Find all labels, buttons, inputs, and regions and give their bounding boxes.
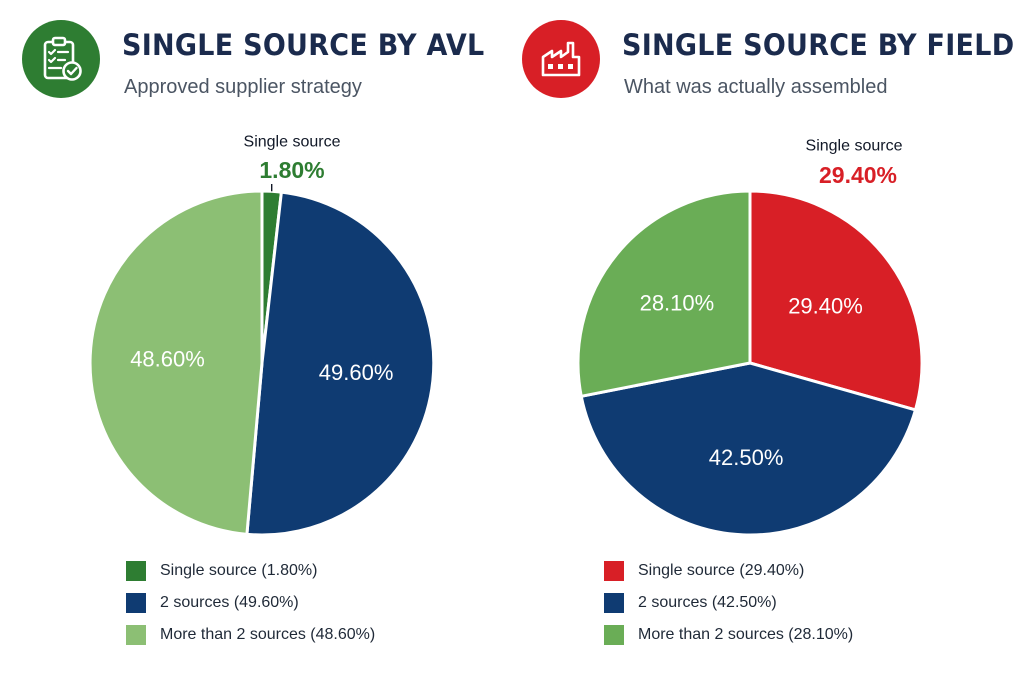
slice-value-label: 28.10% <box>640 290 715 315</box>
legend-item: 2 sources (49.60%) <box>126 587 375 619</box>
pie-slice-2-sources <box>245 190 436 537</box>
legend-label: More than 2 sources (28.10%) <box>638 626 854 643</box>
slice-value-label: 48.60% <box>130 346 205 371</box>
field-subtitle: What was actually assembled <box>624 76 888 98</box>
callout-label: Single source <box>244 134 341 151</box>
callout-value: 1.80% <box>259 157 324 183</box>
field-badge <box>522 20 600 98</box>
avl-title: SINGLE SOURCE BY AVL <box>122 28 485 62</box>
pie-slice-2-sources <box>579 361 917 537</box>
factory-icon <box>541 41 581 77</box>
legend-item: 2 sources (42.50%) <box>604 587 853 619</box>
legend-swatch <box>126 561 146 581</box>
legend-item: More than 2 sources (28.10%) <box>604 619 853 651</box>
field-legend: Single source (29.40%) 2 sources (42.50%)… <box>604 555 853 651</box>
avl-pie-chart: 49.60% 48.60% Single source 1.80% <box>88 134 436 537</box>
legend-swatch <box>126 625 146 645</box>
pie-slice-more-than-2-sources <box>88 189 264 536</box>
slice-value-label: 29.40% <box>788 294 863 319</box>
clipboard-checklist-icon <box>43 36 82 81</box>
pie-slice-single-source <box>748 189 924 412</box>
legend-label: More than 2 sources (48.60%) <box>160 626 376 643</box>
legend-swatch <box>604 593 624 613</box>
legend-label: 2 sources (49.60%) <box>160 594 299 611</box>
slice-value-label: 42.50% <box>709 445 784 470</box>
field-panel: SINGLE SOURCE BY FIELD What was actually… <box>512 0 1024 683</box>
avl-legend: Single source (1.80%) 2 sources (49.60%) M… <box>126 555 375 651</box>
legend-swatch <box>604 625 624 645</box>
slice-value-label: 49.60% <box>319 360 394 385</box>
field-title: SINGLE SOURCE BY FIELD <box>622 28 1015 62</box>
avl-subtitle: Approved supplier strategy <box>124 76 362 98</box>
legend-swatch <box>604 561 624 581</box>
legend-swatch <box>126 593 146 613</box>
legend-label: 2 sources (42.50%) <box>638 594 777 611</box>
field-pie-chart: 29.40% 42.50% 28.10% Single source 29.40% <box>576 138 924 537</box>
pie-slice-more-than-2-sources <box>576 189 752 398</box>
avl-panel: SINGLE SOURCE BY AVL Approved supplier s… <box>22 20 485 651</box>
legend-label: Single source (1.80%) <box>160 562 318 579</box>
callout-value: 29.40% <box>819 162 897 188</box>
legend-item: Single source (1.80%) <box>126 555 375 587</box>
legend-label: Single source (29.40%) <box>638 562 805 579</box>
legend-item: More than 2 sources (48.60%) <box>126 619 375 651</box>
legend-item: Single source (29.40%) <box>604 555 853 587</box>
avl-badge <box>22 20 100 98</box>
callout-label: Single source <box>806 138 903 155</box>
